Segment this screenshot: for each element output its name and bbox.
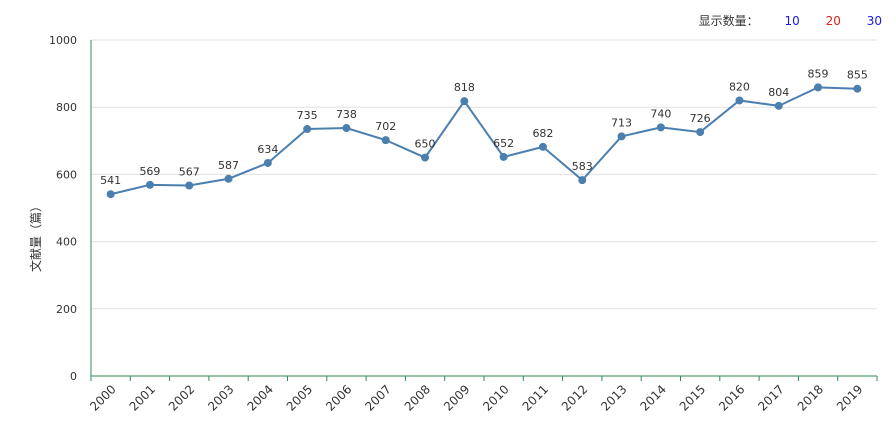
- data-point-2019: [853, 84, 862, 93]
- data-point-2004: [263, 158, 272, 167]
- y-tick-1000: 1000: [49, 34, 77, 47]
- data-label-2019: 855: [847, 69, 868, 82]
- display-count-label: 显示数量：: [698, 14, 759, 28]
- data-label-2009: 818: [454, 81, 475, 94]
- data-point-2014: [656, 123, 665, 132]
- y-tick-800: 800: [56, 101, 77, 114]
- data-label-2013: 713: [611, 116, 632, 129]
- data-label-2007: 702: [375, 120, 396, 133]
- data-label-2001: 569: [139, 165, 160, 178]
- y-tick-labels: 0 200 400 600 800 1000: [49, 34, 77, 383]
- data-label-2010: 652: [493, 137, 514, 150]
- data-label-2000: 541: [100, 174, 121, 187]
- data-label-2017: 804: [768, 86, 789, 99]
- x-tick-2017: 2017: [755, 382, 786, 413]
- data-label-2003: 587: [218, 159, 239, 172]
- data-point-2006: [342, 124, 351, 133]
- y-tick-0: 0: [70, 370, 77, 383]
- data-point-2013: [617, 132, 626, 141]
- data-point-2017: [774, 101, 783, 110]
- x-tick-2014: 2014: [637, 382, 668, 413]
- data-point-2009: [460, 97, 469, 106]
- x-tick-2010: 2010: [480, 382, 511, 413]
- y-tick-200: 200: [56, 303, 77, 316]
- data-point-2005: [303, 125, 312, 134]
- display-count-option-30[interactable]: 30: [866, 14, 882, 28]
- x-tick-2015: 2015: [677, 382, 708, 413]
- data-point-2003: [224, 174, 233, 183]
- x-tick-2000: 2000: [87, 382, 118, 413]
- data-label-2012: 583: [572, 160, 593, 173]
- data-label-2018: 859: [808, 67, 829, 80]
- data-labels: 541 569 567 587 634 735 738 702 650 818 652 682 583 7…: [100, 67, 868, 187]
- x-tick-labels: 2000 2001 2002 2003 2004 2005 2006 2007 2008 2009…: [87, 382, 865, 413]
- x-tick-2004: 2004: [244, 382, 275, 413]
- x-tick-2005: 2005: [284, 382, 315, 413]
- display-count-option-20[interactable]: 20: [825, 14, 841, 28]
- data-label-2005: 735: [297, 109, 318, 122]
- x-tick-2001: 2001: [127, 382, 158, 413]
- data-label-2015: 726: [690, 112, 711, 125]
- data-point-2015: [696, 128, 705, 137]
- x-tick-2008: 2008: [402, 382, 433, 413]
- data-label-2014: 740: [650, 107, 671, 120]
- data-point-2010: [499, 152, 508, 161]
- y-axis-label: 文献量（篇）: [28, 200, 43, 272]
- series-line: [110, 86, 858, 196]
- x-tick-2012: 2012: [559, 382, 590, 413]
- y-tick-400: 400: [56, 236, 77, 249]
- data-label-2006: 738: [336, 108, 357, 121]
- data-point-2007: [381, 136, 390, 145]
- series: [106, 83, 862, 199]
- x-tick-2013: 2013: [598, 382, 629, 413]
- x-tick-2006: 2006: [323, 382, 354, 413]
- y-tick-600: 600: [56, 168, 77, 181]
- x-tick-2016: 2016: [716, 382, 747, 413]
- axes: [90, 40, 878, 381]
- data-label-2016: 820: [729, 80, 750, 93]
- x-tick-2002: 2002: [166, 382, 197, 413]
- data-label-2008: 650: [415, 138, 436, 151]
- data-point-2011: [538, 142, 547, 151]
- data-point-2016: [735, 96, 744, 105]
- x-tick-2009: 2009: [441, 382, 472, 413]
- data-point-2018: [814, 83, 823, 92]
- data-point-2000: [106, 190, 115, 199]
- data-label-2002: 567: [179, 165, 200, 178]
- display-count-controls: 显示数量： 10 20 30: [699, 12, 882, 29]
- x-tick-2019: 2019: [834, 382, 865, 413]
- data-point-2008: [421, 153, 430, 162]
- data-label-2004: 634: [257, 143, 278, 156]
- data-point-2002: [185, 181, 194, 190]
- data-point-2012: [578, 176, 587, 185]
- x-tick-2007: 2007: [362, 382, 393, 413]
- data-point-2001: [145, 180, 154, 189]
- x-tick-2018: 2018: [795, 382, 826, 413]
- data-label-2011: 682: [532, 127, 553, 140]
- x-tick-2003: 2003: [205, 382, 236, 413]
- display-count-option-10[interactable]: 10: [784, 14, 800, 28]
- x-tick-2011: 2011: [520, 382, 551, 413]
- grid-lines: [91, 39, 877, 310]
